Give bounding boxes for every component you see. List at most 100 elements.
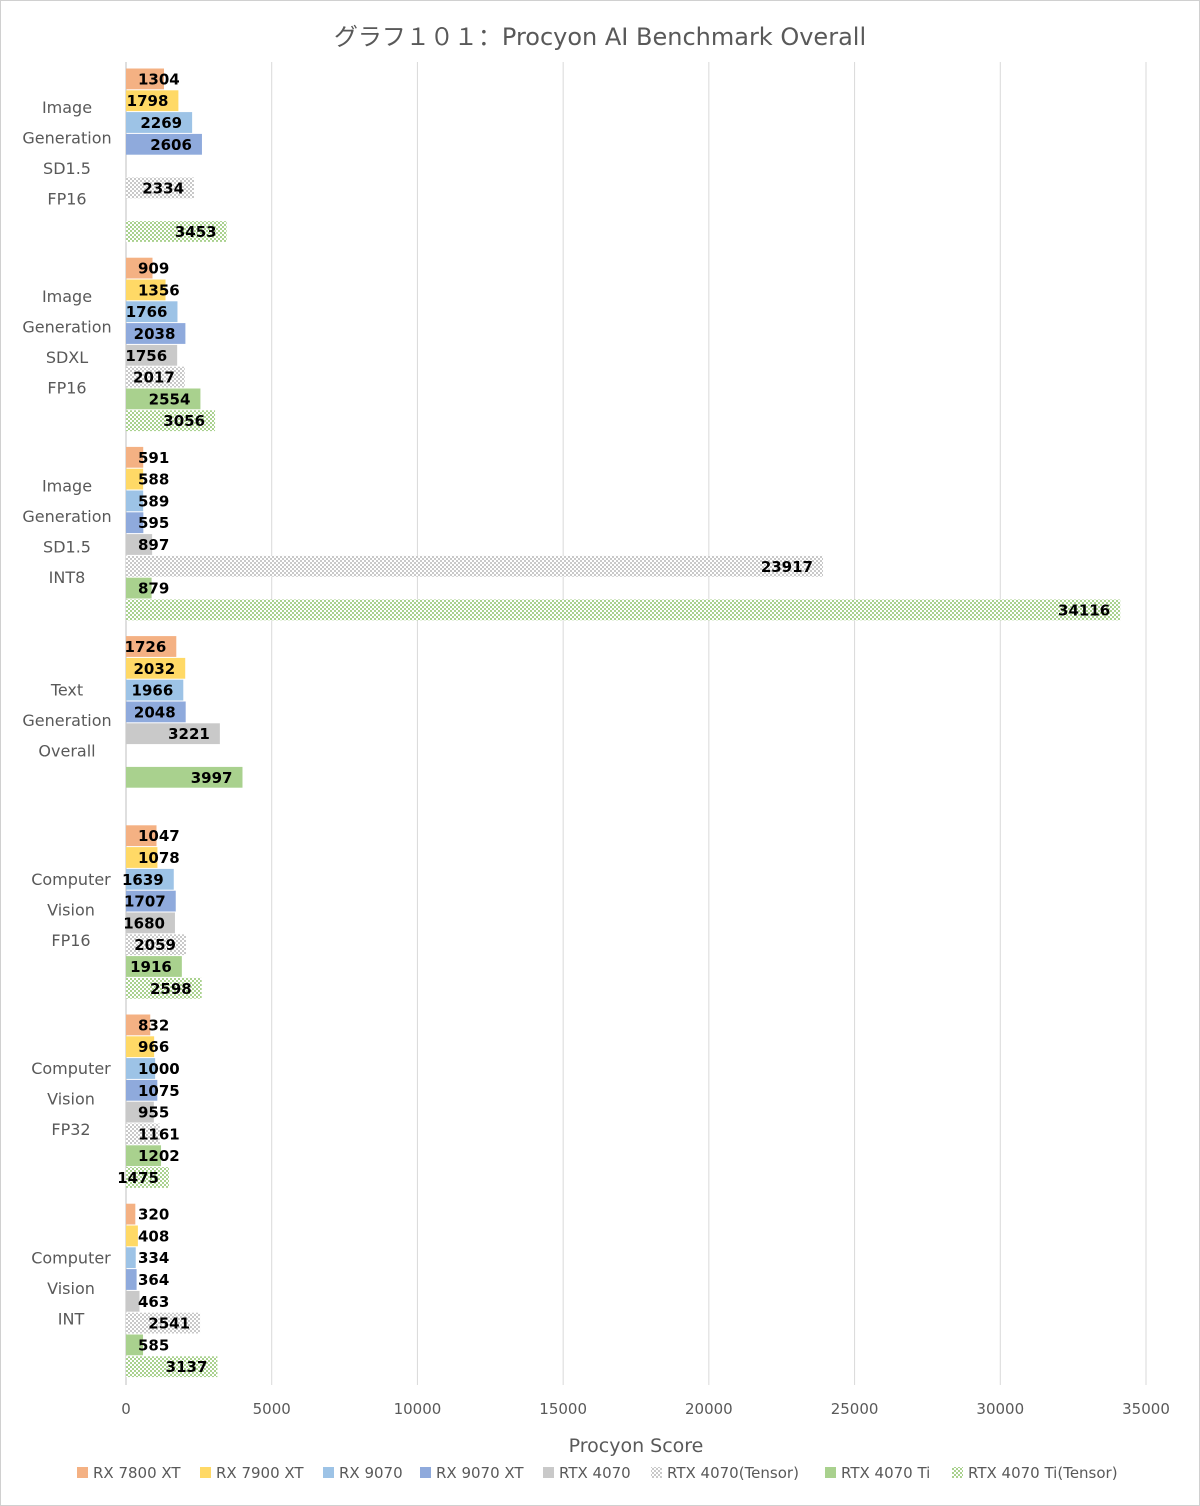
legend-swatch (323, 1467, 334, 1478)
category-label-line: Generation (22, 507, 111, 526)
bar (126, 1225, 138, 1247)
bar (126, 112, 193, 133)
data-label: 1078 (138, 849, 180, 867)
data-label: 1202 (138, 1147, 180, 1165)
data-label: 879 (138, 580, 169, 598)
legend-swatch (651, 1467, 662, 1478)
data-label: 897 (138, 536, 169, 554)
data-label: 1475 (117, 1169, 159, 1187)
data-label: 1639 (122, 871, 164, 889)
category-label-line: Computer (31, 870, 111, 889)
data-label: 2269 (140, 114, 182, 132)
data-label: 3221 (168, 725, 210, 743)
data-label: 2334 (142, 179, 184, 197)
category-label-line: FP16 (47, 189, 86, 208)
data-label: 23917 (761, 558, 813, 576)
category-label-line: Generation (22, 318, 111, 337)
bar (126, 410, 216, 432)
data-label: 3137 (166, 1358, 208, 1376)
bars (126, 68, 1121, 1378)
category-label-line: Vision (47, 1090, 95, 1109)
data-label: 595 (138, 514, 169, 532)
category-label-line: SDXL (46, 348, 88, 367)
bar (126, 766, 243, 788)
bar (126, 1145, 162, 1167)
category-label-line: INT (58, 1309, 85, 1328)
x-tick-label: 10000 (394, 1400, 442, 1418)
category-label-line: FP16 (47, 379, 86, 398)
x-axis-ticks: 0 5000 10000 15000 20000 25000 30000 35000 (121, 1400, 1170, 1418)
bar (126, 1269, 137, 1290)
data-label: 3056 (163, 412, 205, 430)
bar (126, 679, 184, 701)
bar (126, 490, 144, 512)
x-axis-title: Procyon Score (569, 1435, 704, 1457)
category-label: Image Generation SDXL FP16 (22, 287, 111, 398)
bar (126, 1290, 140, 1312)
category-label: Text Generation Overall (22, 681, 111, 761)
chart-title: グラフ１０１：Procyon AI Benchmark Overall (334, 23, 866, 51)
category-label-line: Computer (31, 1248, 111, 1267)
x-tick-label: 25000 (831, 1400, 879, 1418)
bar (126, 366, 185, 388)
legend-swatch (825, 1467, 836, 1478)
category-labels: Image Generation SD1.5 FP16 Image Generation S… (22, 98, 111, 1328)
category-label-line: FP16 (51, 931, 90, 950)
bar (126, 1079, 158, 1101)
data-label: 2554 (149, 390, 191, 408)
bar (126, 1058, 156, 1079)
data-label: 320 (138, 1206, 169, 1224)
category-label: Image Generation SD1.5 FP16 (22, 98, 111, 209)
bar (126, 221, 227, 242)
x-tick-label: 5000 (253, 1400, 291, 1418)
data-label: 832 (138, 1016, 169, 1034)
legend-label: RTX 4070 Ti (841, 1464, 930, 1482)
legend-label: RX 7900 XT (216, 1464, 304, 1482)
bar (126, 825, 157, 847)
category-label-line: Image (42, 287, 92, 306)
bar (126, 446, 144, 468)
data-label: 364 (138, 1271, 169, 1289)
bar (126, 636, 177, 657)
data-label: 2032 (133, 660, 175, 678)
category-label: Computer Vision FP32 (31, 1059, 111, 1139)
bar (126, 512, 144, 534)
data-label: 2017 (133, 369, 175, 387)
category-label-line: Overall (38, 742, 95, 761)
category-label-line: SD1.5 (43, 159, 91, 178)
category-label-line: Computer (31, 1059, 111, 1078)
x-tick-label: 30000 (976, 1400, 1024, 1418)
bar (126, 68, 165, 90)
data-label: 2059 (134, 936, 176, 954)
data-label: 3453 (175, 223, 217, 241)
bar (126, 177, 195, 199)
gridlines (125, 62, 1147, 1385)
data-label: 2038 (134, 325, 176, 343)
data-label: 591 (138, 449, 169, 467)
x-tick-label: 15000 (539, 1400, 587, 1418)
data-label: 1766 (126, 303, 168, 321)
legend: RX 7800 XT RX 7900 XT RX 9070 RX 9070 XT RTX… (77, 1464, 1118, 1482)
bar (126, 956, 182, 977)
bar (126, 1356, 218, 1378)
data-label: 909 (138, 260, 169, 278)
data-label: 966 (138, 1038, 169, 1056)
bar (126, 1101, 154, 1123)
data-label: 1680 (123, 914, 165, 932)
bar (126, 1312, 201, 1334)
data-label: 408 (138, 1227, 169, 1245)
data-label: 589 (138, 492, 169, 510)
data-label: 1304 (138, 70, 180, 88)
data-label: 34116 (1058, 601, 1110, 619)
data-label: 1000 (138, 1060, 180, 1078)
x-tick-label: 0 (121, 1400, 131, 1418)
category-label-line: Generation (22, 128, 111, 147)
category-label-line: INT8 (49, 568, 86, 587)
bar (126, 977, 202, 999)
bar (126, 868, 174, 890)
data-label: 1075 (138, 1082, 180, 1100)
bar (126, 1014, 151, 1036)
x-tick-label: 35000 (1122, 1400, 1170, 1418)
bar (126, 323, 186, 344)
bar (126, 534, 153, 555)
